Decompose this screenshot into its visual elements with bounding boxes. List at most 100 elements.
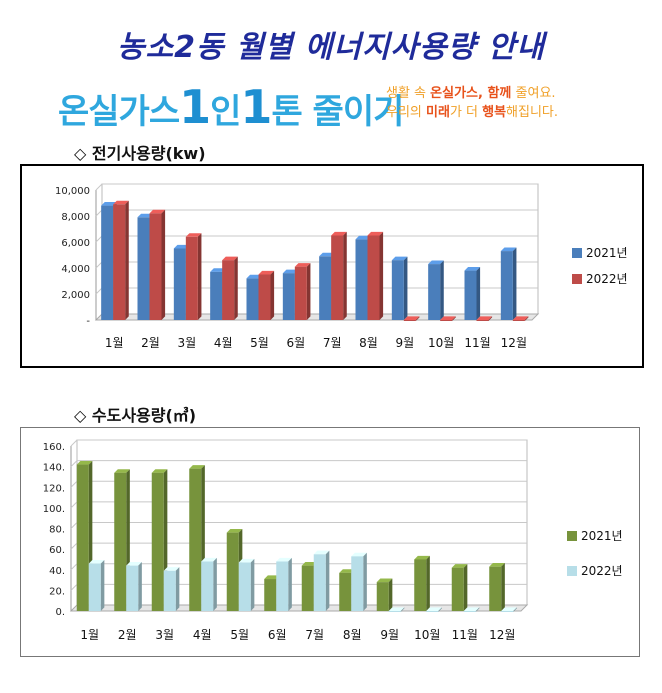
- bar: [376, 578, 393, 611]
- x-tick-label: 3월: [155, 628, 174, 642]
- bar-top: [331, 231, 347, 236]
- bar: [258, 270, 275, 320]
- bar-front: [294, 266, 307, 320]
- bar-top: [426, 607, 442, 611]
- banner-slogan-part: 온실가스: [58, 92, 180, 132]
- legend-label: 2021년: [586, 246, 628, 260]
- bar: [451, 564, 468, 611]
- bar-top: [451, 564, 468, 568]
- bar-side: [270, 270, 275, 320]
- bar-side: [325, 550, 330, 611]
- y-tick-label: 60.: [49, 545, 65, 556]
- bar: [428, 260, 444, 320]
- bar-front: [189, 468, 202, 611]
- x-tick-label: 6월: [286, 336, 305, 350]
- bar-top: [246, 274, 263, 279]
- bar-side: [440, 260, 444, 320]
- bar-front: [114, 472, 127, 611]
- bar: [126, 562, 142, 611]
- bar-side: [288, 557, 292, 611]
- x-tick-label: 1월: [105, 336, 124, 350]
- banner-text: 해집니다.: [506, 105, 559, 120]
- bar-front: [210, 271, 223, 320]
- bar-side: [250, 558, 255, 611]
- bar-front: [428, 264, 441, 320]
- bar-front: [351, 556, 364, 611]
- y-tick-label: 0.: [55, 607, 65, 618]
- bar-top: [126, 562, 142, 566]
- bar: [476, 316, 493, 321]
- bar-top: [88, 559, 105, 564]
- bar-side: [100, 559, 105, 611]
- bar-front: [201, 561, 214, 611]
- gridline-side: [95, 209, 103, 217]
- bar: [276, 557, 292, 611]
- bar-side: [379, 231, 384, 320]
- bar-top: [355, 235, 372, 240]
- y-tick-label: 40.: [49, 566, 65, 577]
- bar: [463, 607, 480, 612]
- bar-front: [476, 320, 489, 321]
- bar: [440, 316, 456, 321]
- bar-side: [138, 562, 142, 611]
- bar-top: [414, 555, 430, 560]
- bar-front: [276, 561, 289, 611]
- bar-front: [489, 566, 502, 611]
- bar-top: [339, 569, 355, 573]
- bar-top: [201, 557, 217, 562]
- y-tick-label: 120.: [43, 483, 65, 494]
- bar-side: [343, 231, 347, 320]
- bar-front: [403, 320, 416, 321]
- x-tick-label: 12월: [489, 628, 515, 642]
- legend-label: 2021년: [581, 529, 623, 543]
- x-tick-label: 9월: [395, 336, 414, 350]
- bar-front: [501, 611, 514, 612]
- bar: [403, 316, 420, 321]
- bar-front: [258, 274, 271, 320]
- banner-slogan: 온실가스1인1톤 줄이기: [58, 80, 404, 134]
- bar-top: [500, 247, 517, 252]
- bar-front: [264, 579, 277, 611]
- bar-top: [189, 465, 205, 469]
- bar: [426, 607, 442, 612]
- water-chart: 0. 20. 40. 60. 80. 100. 120. 140. 160. 1월 2월 3월 4월 5월…: [43, 439, 623, 642]
- banner-subtext-line1: 생활 속 온실가스, 함께 줄여요.: [386, 84, 558, 103]
- banner-text: 생활 속: [386, 86, 431, 101]
- banner-slogan-number: 1: [179, 80, 211, 134]
- bar-front: [451, 567, 464, 611]
- bar-top: [282, 269, 299, 274]
- gridline-side: [70, 480, 78, 488]
- bar-front: [226, 532, 239, 611]
- bar-front: [163, 570, 176, 611]
- x-tick-label: 8월: [359, 336, 378, 350]
- bar-front: [185, 236, 198, 320]
- bar: [201, 557, 217, 611]
- bar-side: [524, 316, 529, 321]
- bar-top: [258, 270, 275, 275]
- bar-top: [388, 607, 405, 611]
- bar-front: [500, 251, 513, 320]
- bar-top: [113, 200, 129, 205]
- bar-front: [440, 320, 453, 321]
- x-tick-label: 4월: [214, 336, 233, 350]
- bar-top: [440, 316, 456, 320]
- bar-side: [452, 316, 456, 321]
- x-tick-label: 10월: [414, 628, 440, 642]
- x-tick-label: 11월: [464, 336, 490, 350]
- gridline-side: [95, 183, 103, 191]
- gridline-side: [95, 235, 103, 243]
- bar-front: [414, 559, 427, 611]
- bar: [238, 558, 255, 611]
- legend-swatch: [567, 531, 577, 541]
- bar-side: [438, 607, 442, 612]
- gridline-side: [70, 501, 78, 509]
- banner-text: 가 더: [449, 105, 483, 120]
- y-tick-label: 2,000: [61, 290, 90, 301]
- banner-slogan-number: 1: [240, 80, 272, 134]
- bar-top: [319, 252, 335, 257]
- bar-front: [101, 205, 114, 320]
- bar-top: [501, 607, 517, 611]
- bar-top: [276, 557, 292, 562]
- gridline-side: [95, 287, 103, 295]
- bar-front: [137, 217, 150, 320]
